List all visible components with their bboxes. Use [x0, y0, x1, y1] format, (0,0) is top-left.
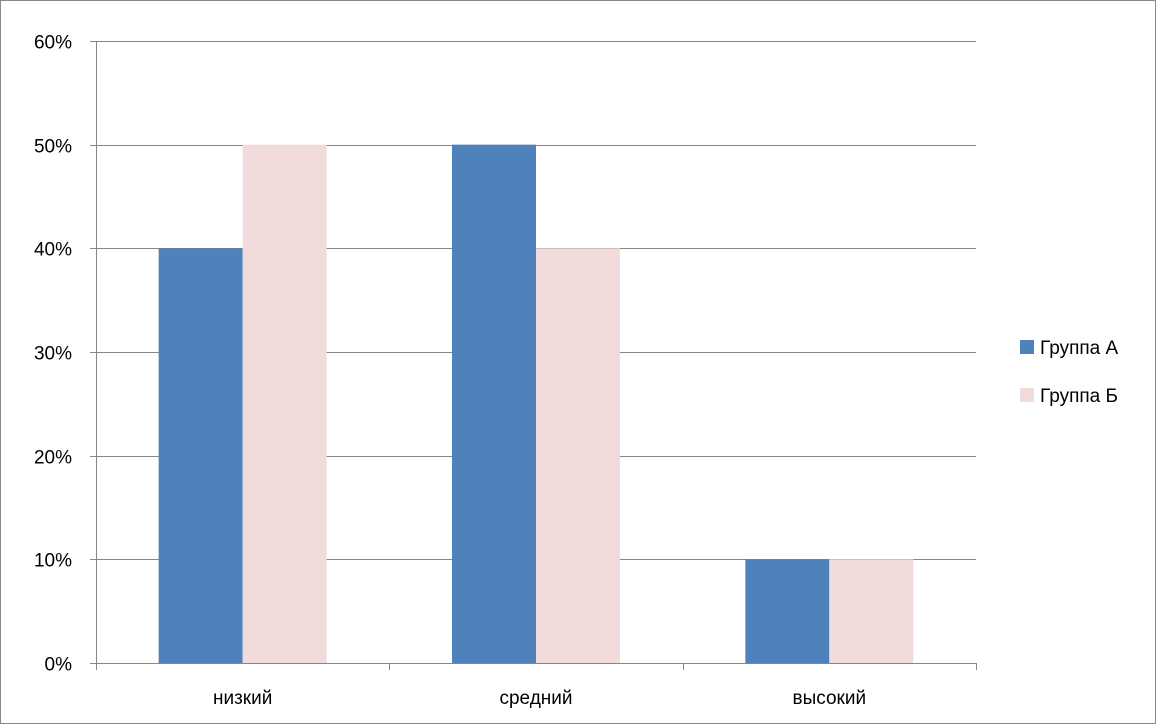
bar-series-a [158, 248, 243, 664]
legend-label: Группа А [1040, 338, 1118, 359]
bar-series-a [452, 144, 536, 663]
axes: 0% 10% 20% 30% 40% 50% 60% низкий средний высокий [34, 33, 977, 709]
legend-label: Группа Б [1040, 386, 1118, 407]
y-tick-label: 20% [34, 448, 72, 469]
x-category-label: низкий [213, 688, 272, 709]
y-tick-label: 10% [34, 551, 72, 572]
x-category-label: высокий [793, 688, 867, 709]
bar-series-b [242, 144, 327, 663]
bar-series-b [829, 559, 914, 663]
bar-series-a [745, 559, 830, 663]
legend-swatch [1020, 340, 1034, 354]
y-tick-label: 40% [34, 240, 72, 261]
legend: Группа А Группа Б [1020, 338, 1118, 407]
bars [158, 144, 914, 664]
legend-swatch [1020, 388, 1034, 402]
y-tick-label: 60% [34, 33, 72, 54]
y-tick-label: 0% [45, 655, 73, 676]
y-tick-label: 50% [34, 137, 72, 158]
bar-series-b [536, 248, 620, 664]
y-tick-label: 30% [34, 344, 72, 365]
x-category-label: средний [499, 688, 572, 709]
